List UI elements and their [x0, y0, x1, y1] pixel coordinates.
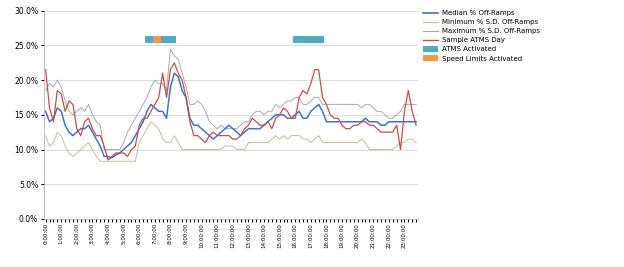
Legend: Median % Off-Ramps, Minimum % S.D. Off-Ramps, Maximum % S.D. Off-Ramps, Sample A: Median % Off-Ramps, Minimum % S.D. Off-R… [422, 9, 542, 63]
